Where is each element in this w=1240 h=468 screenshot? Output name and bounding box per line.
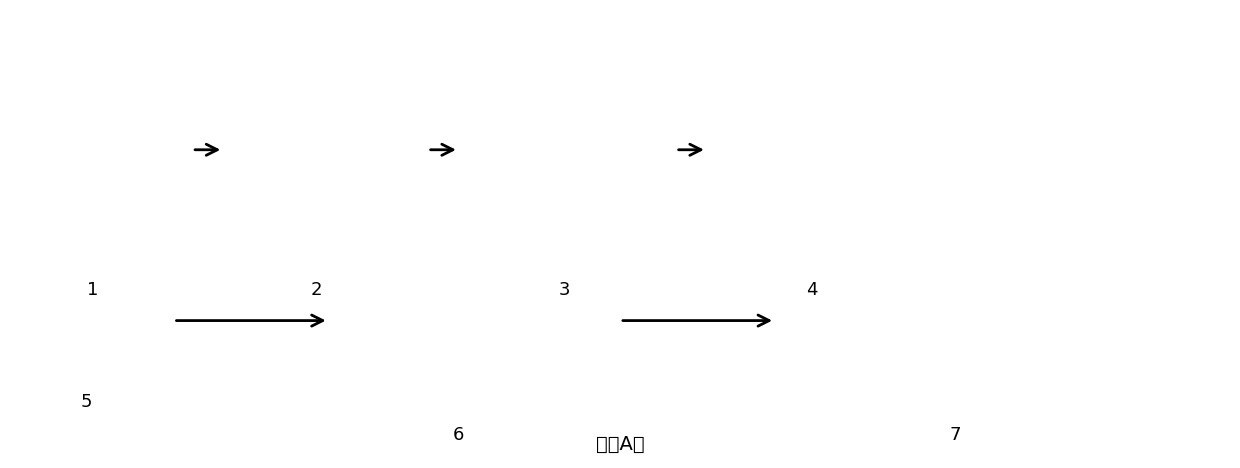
Text: 4: 4 [806,281,818,299]
Text: 1: 1 [87,281,99,299]
Text: 2: 2 [310,281,322,299]
Text: 6: 6 [453,426,465,444]
Text: 5: 5 [81,394,93,411]
Text: 式（A）: 式（A） [595,435,645,454]
Text: 7: 7 [949,426,961,444]
Text: 3: 3 [558,281,570,299]
